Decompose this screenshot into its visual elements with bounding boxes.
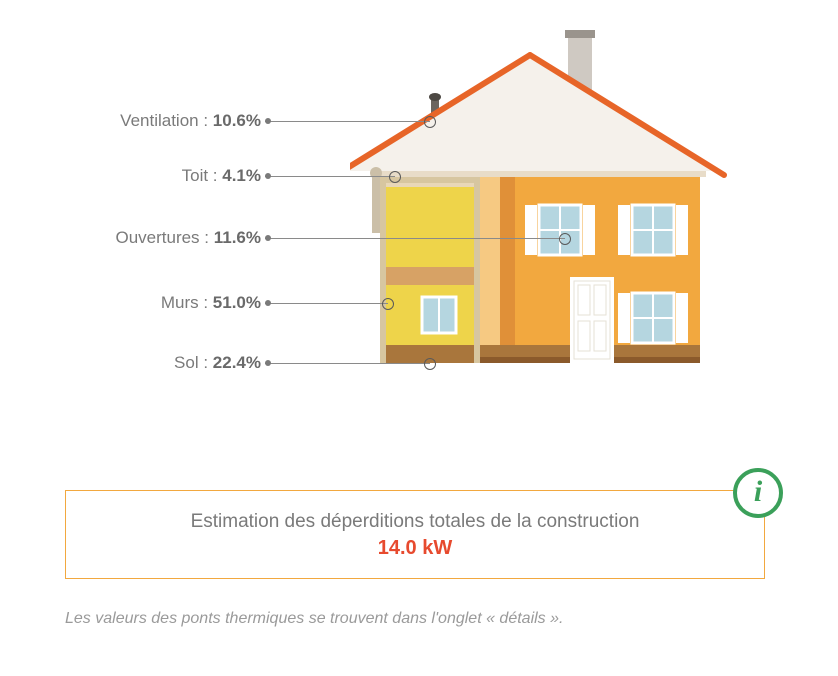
window-lower-right xyxy=(618,293,688,343)
total-loss-box: Estimation des déperditions totales de l… xyxy=(65,490,765,579)
callout-label: Toit : 4.1% xyxy=(155,166,265,186)
callout-ouvertures: Ouvertures : 11.6% xyxy=(92,228,565,248)
callout-line xyxy=(265,176,395,177)
callout-line xyxy=(265,303,388,304)
info-icon[interactable]: i xyxy=(733,468,783,518)
callout-label: Sol : 22.4% xyxy=(167,353,265,373)
callout-murs: Murs : 51.0% xyxy=(145,293,388,313)
callout-label: Ouvertures : 11.6% xyxy=(92,228,265,248)
callout-toit: Toit : 4.1% xyxy=(155,166,395,186)
callout-line xyxy=(265,121,430,122)
callout-line xyxy=(265,363,430,364)
callout-sol: Sol : 22.4% xyxy=(167,353,430,373)
callout-line xyxy=(265,238,565,239)
window-upper-right xyxy=(618,205,688,255)
heat-loss-diagram: Ventilation : 10.6% Toit : 4.1% Ouvertur… xyxy=(0,0,838,430)
total-loss-title: Estimation des déperditions totales de l… xyxy=(76,511,754,533)
callout-label: Murs : 51.0% xyxy=(145,293,265,313)
callout-ventilation: Ventilation : 10.6% xyxy=(100,111,430,131)
callout-label: Ventilation : 10.6% xyxy=(100,111,265,131)
total-loss-value: 14.0 kW xyxy=(76,537,754,560)
footnote-text: Les valeurs des ponts thermiques se trou… xyxy=(65,610,563,628)
